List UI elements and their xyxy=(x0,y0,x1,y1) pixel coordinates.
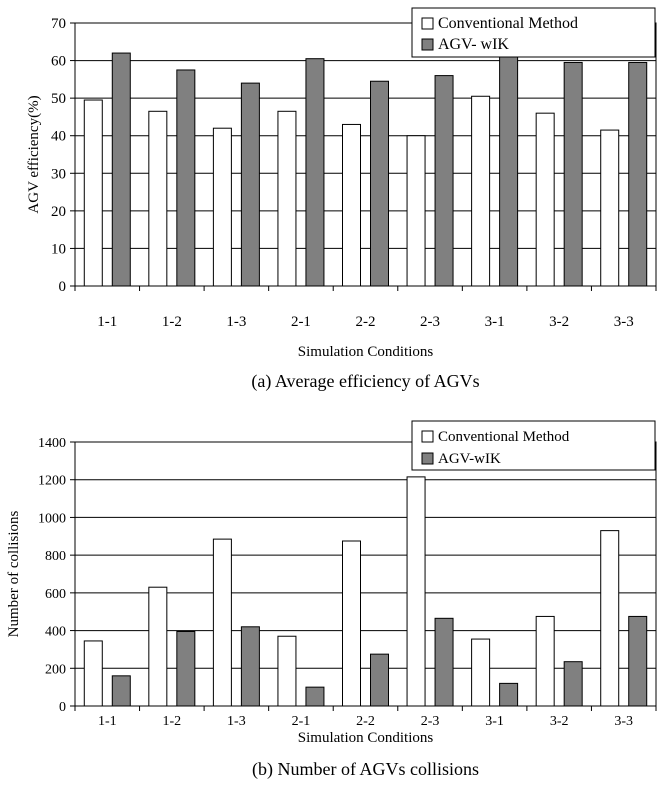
chart-a-bar-conventional-1-2 xyxy=(148,110,168,287)
chart-b-bar-agv-wik-3-2 xyxy=(563,661,583,707)
chart-b-bar-conventional-2-3 xyxy=(406,476,426,707)
chart-b-figure: 0 200 400 600 800 1000 1200 1400 1-1 1-2 1-3 2-1 2-2… xyxy=(0,400,664,805)
chart-b-bar-agv-wik-1-3 xyxy=(240,626,260,707)
chart-b-x-tick-label: 1-3 xyxy=(227,714,246,729)
chart-b-bar-conventional-3-2 xyxy=(535,615,555,707)
chart-a-bar-agv-wik-1-1 xyxy=(111,52,131,287)
chart-a-x-tick-label: 2-2 xyxy=(356,314,376,330)
chart-b-y-tick-label: 400 xyxy=(45,625,66,640)
chart-b-bar-conventional-1-3 xyxy=(212,538,232,707)
chart-b-y-tick-label: 1400 xyxy=(38,436,66,451)
chart-b-bar-agv-wik-2-1 xyxy=(305,686,325,707)
chart-b-legend: Conventional Method AGV-wIK xyxy=(411,420,656,471)
chart-a-x-tick-label: 1-1 xyxy=(97,314,117,330)
chart-a-legend-swatch-conventional xyxy=(421,17,434,30)
chart-b-y-tick-label: 200 xyxy=(45,662,66,677)
chart-a-bar-agv-wik-3-3 xyxy=(628,61,648,287)
chart-a-plot-frame xyxy=(74,22,657,287)
chart-b-legend-swatch-agv-wik xyxy=(421,452,434,465)
chart-b-bar-conventional-1-2 xyxy=(148,586,168,707)
chart-b-bar-agv-wik-2-2 xyxy=(370,653,389,707)
chart-b-x-tick-label: 2-3 xyxy=(421,714,440,729)
chart-a-bar-conventional-3-3 xyxy=(600,129,620,287)
chart-b-bar-agv-wik-1-2 xyxy=(176,631,196,707)
chart-b-x-tick-label: 2-2 xyxy=(356,714,375,729)
chart-a-legend-label-agv-wik: AGV- wIK xyxy=(438,36,509,53)
chart-b-caption: (b) Number of AGVs collisions xyxy=(252,759,479,780)
chart-b-x-tick-label: 3-3 xyxy=(614,714,633,729)
chart-a-y-axis-label: AGV efficiency(%) xyxy=(26,95,42,213)
chart-b-bar-agv-wik-3-3 xyxy=(628,615,648,707)
chart-b-bar-conventional-1-1 xyxy=(83,640,103,707)
chart-b-x-tick-label: 1-2 xyxy=(162,714,181,729)
chart-a-bar-conventional-3-1 xyxy=(471,95,491,287)
chart-a-x-tick-label: 3-2 xyxy=(549,314,569,330)
chart-a-figure: 0 10 20 30 40 50 60 70 1-1 1-2 1-3 2-1 2-2 2-3 3-1 3-2 3… xyxy=(0,0,664,400)
chart-a-x-tick-label: 3-1 xyxy=(485,314,505,330)
chart-b-x-tick-label: 1-1 xyxy=(98,714,117,729)
chart-a-bar-conventional-3-2 xyxy=(535,112,555,287)
chart-b-y-tick-label: 800 xyxy=(45,549,66,564)
chart-b-y-axis-label: Number of collisions xyxy=(6,511,22,638)
chart-a-legend-swatch-agv-wik xyxy=(421,38,434,51)
chart-a-y-tick-label: 10 xyxy=(51,241,66,257)
chart-b-x-tick-label: 3-1 xyxy=(485,714,504,729)
chart-a-x-tick-label: 1-2 xyxy=(162,314,182,330)
chart-a-x-tick-label: 2-1 xyxy=(291,314,311,330)
chart-a-bar-conventional-2-1 xyxy=(277,110,297,287)
chart-b-y-tick-label: 0 xyxy=(59,700,66,715)
chart-a-y-tick-label: 60 xyxy=(51,54,66,70)
chart-a-y-tick-label: 70 xyxy=(51,16,66,32)
chart-a-y-tick-label: 20 xyxy=(51,204,66,220)
chart-a-x-tick-label: 2-3 xyxy=(420,314,440,330)
chart-a-y-tick-label: 40 xyxy=(51,129,66,145)
chart-a-y-tick-label: 50 xyxy=(51,91,66,107)
chart-a-y-tick-label: 0 xyxy=(59,279,67,295)
chart-a-bar-agv-wik-1-3 xyxy=(240,82,260,287)
chart-a-bar-agv-wik-3-1 xyxy=(499,56,519,287)
chart-a-bar-agv-wik-1-2 xyxy=(176,69,196,287)
chart-b-plot-frame xyxy=(74,441,657,707)
chart-b-x-axis-label: Simulation Conditions xyxy=(298,730,434,746)
chart-b-x-tick-label: 3-2 xyxy=(550,714,569,729)
chart-a-bar-conventional-1-1 xyxy=(83,99,103,287)
chart-a-x-axis-label: Simulation Conditions xyxy=(298,344,434,360)
chart-a-bar-agv-wik-3-2 xyxy=(563,61,583,287)
chart-a-x-tick-label: 1-3 xyxy=(226,314,246,330)
chart-b-bar-conventional-3-3 xyxy=(600,530,620,707)
chart-b-y-tick-label: 1200 xyxy=(38,474,66,489)
chart-a-y-tick-label: 30 xyxy=(51,166,66,182)
chart-b-y-tick-label: 1000 xyxy=(38,511,66,526)
chart-b-bar-conventional-2-2 xyxy=(342,540,361,707)
chart-a-legend: Conventional Method AGV- wIK xyxy=(411,7,656,58)
chart-a-caption: (a) Average efficiency of AGVs xyxy=(251,371,479,392)
chart-b-x-tick-label: 2-1 xyxy=(292,714,311,729)
chart-a-bar-agv-wik-2-1 xyxy=(305,58,325,287)
chart-b-svg: 0 200 400 600 800 1000 1200 1400 1-1 1-2 1-3 2-1 2-2… xyxy=(6,420,657,780)
chart-b-legend-box xyxy=(411,420,656,471)
chart-a-bar-conventional-2-3 xyxy=(406,135,426,287)
chart-a-svg: 0 10 20 30 40 50 60 70 1-1 1-2 1-3 2-1 2-2 2-3 3-1 3-2 3… xyxy=(26,7,657,392)
chart-a-bar-agv-wik-2-2 xyxy=(370,80,389,287)
chart-b-legend-label-conventional: Conventional Method xyxy=(438,429,570,445)
chart-a-bar-conventional-1-3 xyxy=(212,127,232,287)
chart-b-bar-agv-wik-1-1 xyxy=(111,675,131,707)
chart-b-bar-agv-wik-3-1 xyxy=(499,682,519,707)
chart-b-legend-swatch-conventional xyxy=(421,430,434,443)
chart-b-bar-conventional-3-1 xyxy=(471,638,491,707)
chart-a-legend-box xyxy=(411,7,656,58)
chart-b-bar-conventional-2-1 xyxy=(277,635,297,707)
chart-a-legend-label-conventional: Conventional Method xyxy=(438,15,578,32)
chart-b-bar-agv-wik-2-3 xyxy=(434,617,454,707)
chart-a-bar-agv-wik-2-3 xyxy=(434,75,454,287)
chart-b-y-tick-label: 600 xyxy=(45,587,66,602)
chart-a-bar-conventional-2-2 xyxy=(342,123,361,287)
chart-a-x-tick-label: 3-3 xyxy=(614,314,634,330)
chart-b-legend-label-agv-wik: AGV-wIK xyxy=(438,451,501,467)
